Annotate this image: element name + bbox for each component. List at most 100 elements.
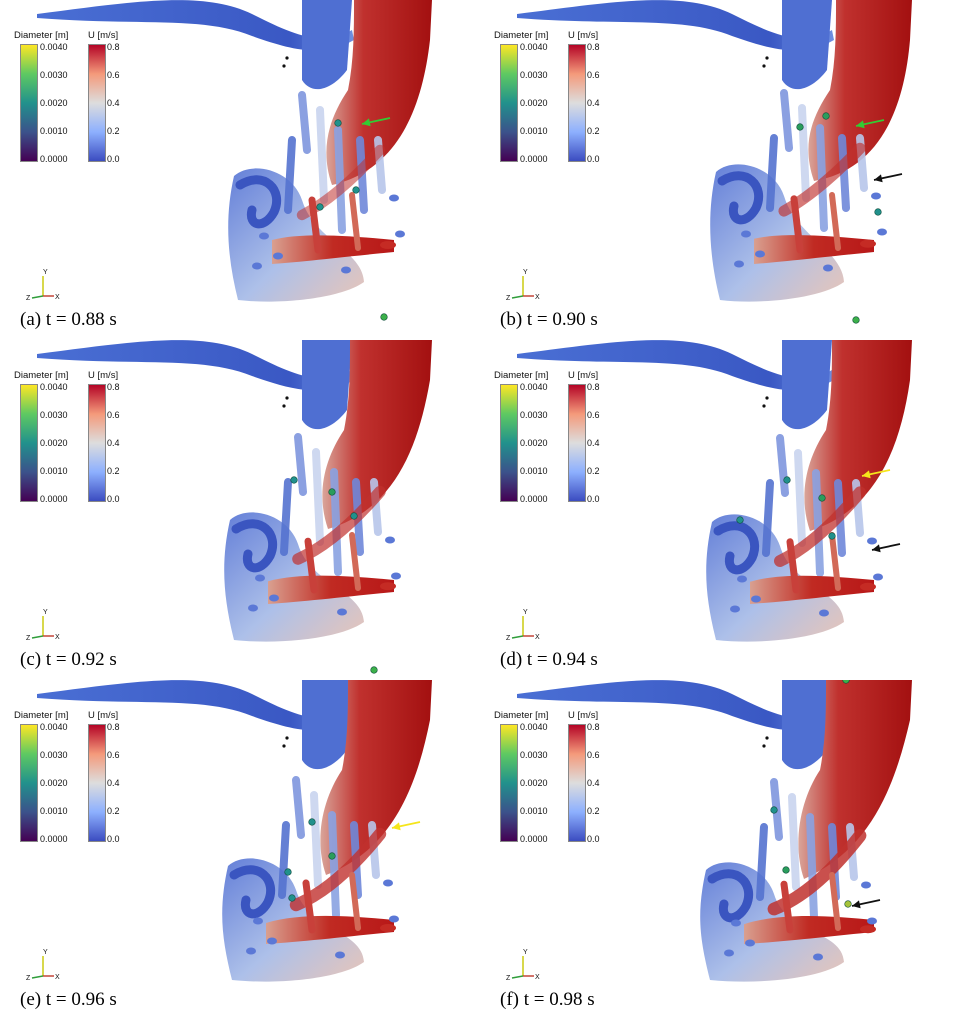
velocity-tick-label: 0.4 bbox=[107, 98, 120, 108]
velocity-colorbar bbox=[568, 44, 586, 162]
diameter-tick-label: 0.0030 bbox=[40, 750, 68, 760]
annotation-arrow bbox=[861, 469, 891, 479]
lagrangian-droplet bbox=[782, 866, 790, 874]
vortex-filament bbox=[310, 791, 322, 889]
velocity-tick-label: 0.8 bbox=[107, 382, 120, 392]
velocity-tick-label: 0.6 bbox=[107, 750, 120, 760]
lagrangian-droplet bbox=[290, 476, 298, 484]
simulation-render bbox=[517, 340, 912, 642]
velocity-tick-label: 0.2 bbox=[587, 806, 600, 816]
velocity-tick-label: 0.4 bbox=[587, 98, 600, 108]
vortex-filament bbox=[766, 134, 778, 212]
velocity-tick-label: 0.0 bbox=[587, 834, 600, 844]
axis-label-x: X bbox=[55, 634, 60, 641]
panel-caption: (a) t = 0.88 s bbox=[20, 309, 117, 330]
lagrangian-droplet bbox=[844, 900, 852, 908]
orientation-axes: Y Z X bbox=[26, 269, 60, 302]
lagrangian-droplet bbox=[842, 680, 850, 684]
high-velocity-jet bbox=[808, 0, 912, 181]
high-velocity-jet bbox=[322, 340, 432, 529]
vortex-filament bbox=[794, 449, 806, 547]
red-fragment bbox=[860, 239, 876, 248]
axis-label-y: Y bbox=[43, 269, 48, 276]
upper-blue-structure bbox=[782, 340, 832, 430]
droplet-dot bbox=[282, 404, 286, 408]
small-bubble bbox=[871, 192, 881, 200]
small-bubble bbox=[252, 262, 262, 270]
axis-label-x: X bbox=[535, 974, 540, 981]
flow-scene bbox=[517, 0, 912, 324]
velocity-tick-label: 0.0 bbox=[107, 494, 120, 504]
simulation-render bbox=[517, 680, 912, 982]
lagrangian-droplet bbox=[334, 119, 342, 127]
vortex-filament bbox=[328, 811, 340, 919]
vortex-filament bbox=[298, 91, 311, 154]
diameter-tick-label: 0.0010 bbox=[40, 126, 68, 136]
diameter-colorbar bbox=[20, 724, 38, 842]
vortex-filament bbox=[812, 469, 824, 577]
small-bubble bbox=[389, 194, 399, 202]
lagrangian-droplet bbox=[328, 488, 336, 496]
small-bubble bbox=[734, 260, 744, 268]
small-bubble bbox=[335, 951, 345, 959]
diameter-tick-label: 0.0010 bbox=[40, 466, 68, 476]
axis-label-z: Z bbox=[506, 635, 511, 642]
water-sheet bbox=[37, 340, 354, 391]
diameter-tick-label: 0.0040 bbox=[40, 722, 68, 732]
diameter-colorbar-title: Diameter [m] bbox=[494, 30, 549, 41]
velocity-tick-label: 0.2 bbox=[107, 126, 120, 136]
simulation-panel: Diameter [m] U [m/s] 0.0040 0.0030 0.0020 0.0… bbox=[2, 340, 472, 680]
vortex-filament bbox=[316, 106, 328, 204]
simulation-render bbox=[517, 0, 912, 324]
small-bubble bbox=[873, 573, 883, 581]
velocity-tick-label: 0.0 bbox=[107, 154, 120, 164]
flow-scene bbox=[37, 680, 432, 982]
vertical-red-filament bbox=[304, 537, 318, 594]
vortex-curl bbox=[717, 171, 764, 225]
diameter-colorbar bbox=[500, 384, 518, 502]
diameter-tick-label: 0.0040 bbox=[40, 42, 68, 52]
velocity-colorbar bbox=[88, 384, 106, 502]
orientation-axes: Y Z X bbox=[506, 949, 540, 982]
red-fragment bbox=[380, 241, 396, 249]
velocity-tick-label: 0.6 bbox=[587, 410, 600, 420]
lagrangian-droplet bbox=[370, 666, 378, 674]
upper-blue-structure bbox=[782, 680, 832, 770]
diameter-tick-label: 0.0020 bbox=[520, 778, 548, 788]
orientation-axes: Y Z X bbox=[26, 609, 60, 642]
red-base-structure bbox=[272, 235, 394, 264]
annotation-arrow bbox=[855, 119, 885, 129]
vortex-filament bbox=[776, 434, 789, 497]
vortex-curl bbox=[231, 519, 278, 573]
simulation-panel: Diameter [m] U [m/s] 0.0040 0.0030 0.0020 0.0… bbox=[482, 340, 952, 680]
simulation-render bbox=[37, 680, 432, 982]
droplet-dot bbox=[285, 736, 289, 740]
small-bubble bbox=[741, 230, 751, 238]
small-bubble bbox=[255, 574, 265, 582]
red-fragment bbox=[860, 582, 876, 591]
panel-caption: (d) t = 0.94 s bbox=[500, 649, 598, 670]
red-base-structure bbox=[754, 235, 874, 264]
diameter-tick-label: 0.0020 bbox=[40, 98, 68, 108]
simulation-panel: Diameter [m] U [m/s] 0.0040 0.0030 0.0020 0.0… bbox=[2, 680, 472, 1020]
droplet-dot bbox=[765, 736, 769, 740]
simulation-panel: Diameter [m] U [m/s] 0.0040 0.0030 0.0020 0.0… bbox=[2, 0, 472, 340]
orientation-axes: Y Z X bbox=[506, 269, 540, 302]
diameter-tick-label: 0.0020 bbox=[520, 438, 548, 448]
droplet-dot bbox=[762, 64, 766, 68]
velocity-tick-label: 0.2 bbox=[107, 806, 120, 816]
velocity-tick-label: 0.8 bbox=[587, 42, 600, 52]
lagrangian-droplet bbox=[288, 894, 296, 902]
small-bubble bbox=[273, 252, 283, 260]
lagrangian-droplet bbox=[308, 818, 316, 826]
axis-label-y: Y bbox=[523, 269, 528, 276]
droplet-dot bbox=[282, 744, 286, 748]
velocity-colorbar-title: U [m/s] bbox=[568, 370, 599, 381]
simulation-render bbox=[37, 0, 432, 321]
vertical-red-filament bbox=[349, 532, 361, 591]
lagrangian-droplet bbox=[770, 806, 778, 814]
lagrangian-droplet bbox=[828, 532, 836, 540]
red-fragment bbox=[380, 924, 396, 932]
lagrangian-droplet bbox=[783, 476, 791, 484]
axis-label-y: Y bbox=[43, 609, 48, 616]
